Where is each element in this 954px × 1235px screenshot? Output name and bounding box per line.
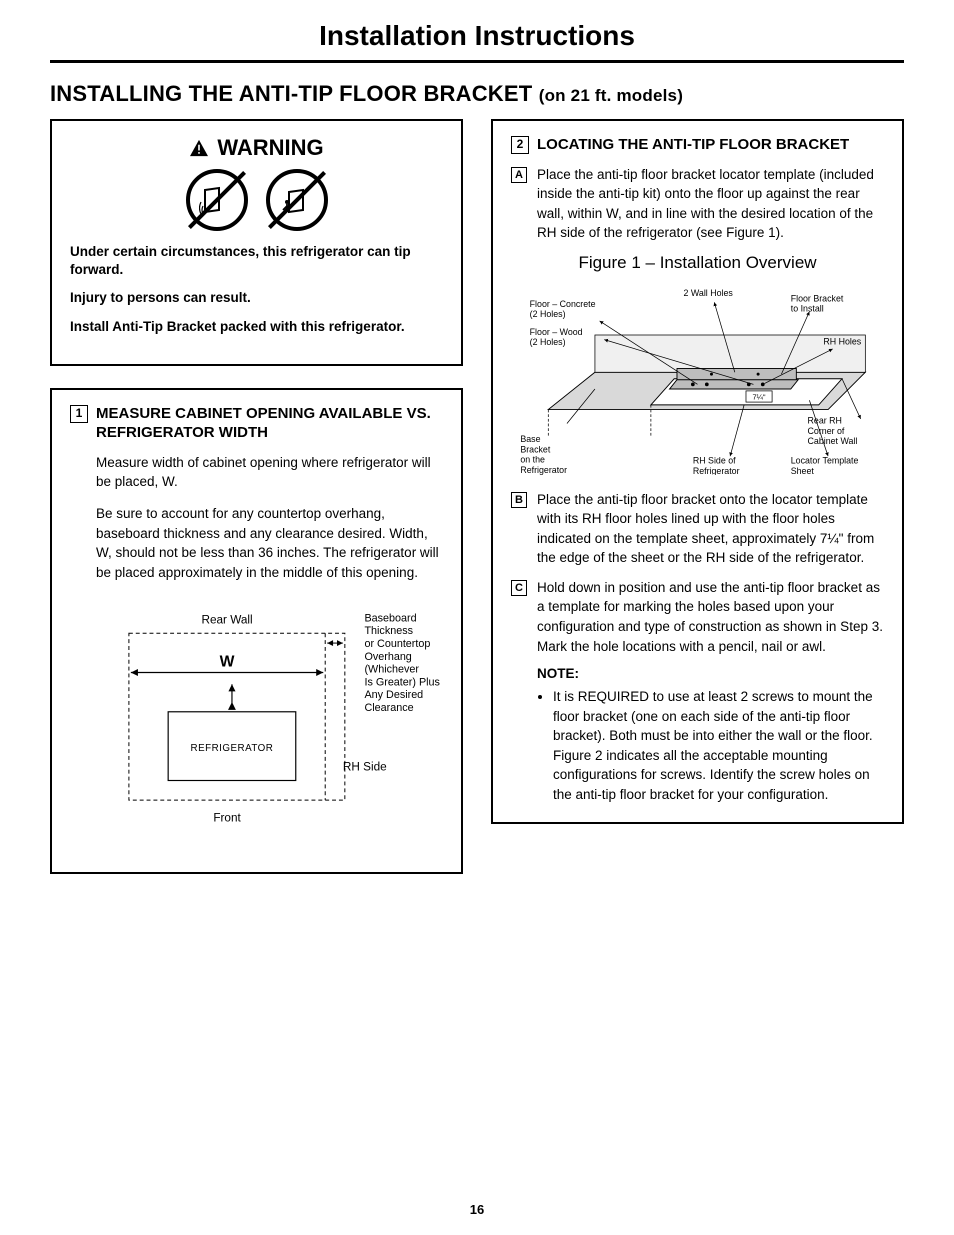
warning-label: WARNING — [217, 135, 323, 161]
section-heading: INSTALLING THE ANTI-TIP FLOOR BRACKET (o… — [50, 81, 904, 107]
baseboard-label: Baseboard Thickness or Countertop Overha… — [364, 613, 443, 714]
warning-line-2: Injury to persons can result. — [70, 289, 443, 307]
letter-a: A — [511, 167, 527, 183]
left-column: WARNING Under certain circumstances, thi… — [50, 119, 463, 896]
no-tip-icon-2 — [266, 169, 328, 231]
page-number: 16 — [0, 1202, 954, 1217]
warning-icons-row — [70, 169, 443, 231]
step-2-title: LOCATING THE ANTI-TIP FLOOR BRACKET — [537, 135, 849, 155]
floor-concrete-label: Floor – Concrete(2 Holes) — [530, 299, 596, 319]
step-2-a-text: Place the anti-tip floor bracket locator… — [537, 165, 884, 243]
dim-label: 7¼" — [753, 392, 766, 401]
cabinet-width-diagram: W REFRIGERATOR Rear Wall RH Side Front B… — [70, 594, 443, 849]
step-1-title: MEASURE CABINET OPENING AVAILABLE VS. RE… — [96, 404, 443, 443]
step-2-item-a: A Place the anti-tip floor bracket locat… — [511, 165, 884, 243]
floor-wood-label: Floor – Wood(2 Holes) — [530, 327, 583, 347]
warning-box: WARNING Under certain circumstances, thi… — [50, 119, 463, 366]
locator-label: Locator TemplateSheet — [791, 455, 859, 474]
step-1-para-2: Be sure to account for any countertop ov… — [96, 504, 443, 582]
figure-1-title: Figure 1 – Installation Overview — [511, 253, 884, 273]
section-heading-main: INSTALLING THE ANTI-TIP FLOOR BRACKET — [50, 81, 532, 106]
step-2-item-c: C Hold down in position and use the anti… — [511, 578, 884, 656]
note-list: It is REQUIRED to use at least 2 screws … — [553, 687, 884, 804]
step-1-para-1: Measure width of cabinet opening where r… — [96, 453, 443, 492]
wall-holes-label: 2 Wall Holes — [684, 288, 734, 298]
step-2-box: 2 LOCATING THE ANTI-TIP FLOOR BRACKET A … — [491, 119, 904, 824]
letter-b: B — [511, 492, 527, 508]
w-label: W — [220, 654, 235, 671]
base-bracket-label: BaseBracketon theRefrigerator — [520, 434, 567, 475]
right-column: 2 LOCATING THE ANTI-TIP FLOOR BRACKET A … — [491, 119, 904, 896]
step-2-item-b: B Place the anti-tip floor bracket onto … — [511, 490, 884, 568]
floor-bracket-label: Floor Bracketto Install — [791, 293, 844, 313]
front-label: Front — [213, 812, 241, 825]
two-column-layout: WARNING Under certain circumstances, thi… — [50, 119, 904, 896]
rh-side-ref-label: RH Side ofRefrigerator — [693, 455, 740, 474]
step-2-b-text: Place the anti-tip floor bracket onto th… — [537, 490, 884, 568]
refrigerator-label: REFRIGERATOR — [191, 743, 274, 754]
warning-line-1: Under certain circumstances, this refrig… — [70, 243, 443, 279]
note-label: NOTE: — [537, 666, 884, 681]
letter-c: C — [511, 580, 527, 596]
step-1-header: 1 MEASURE CABINET OPENING AVAILABLE VS. … — [70, 404, 443, 443]
warning-triangle-icon — [189, 139, 209, 157]
figure-1-diagram: 7¼" Floor – Concrete(2 Holes) Floor – Wo… — [511, 279, 884, 475]
rh-holes-label: RH Holes — [823, 336, 861, 346]
rear-rh-label: Rear RHCorner ofCabinet Wall — [808, 415, 858, 446]
step-2-number: 2 — [511, 136, 529, 154]
step-2-c-text: Hold down in position and use the anti-t… — [537, 578, 884, 656]
warning-text: Under certain circumstances, this refrig… — [70, 243, 443, 336]
step-1-number: 1 — [70, 405, 88, 423]
step-1-box: 1 MEASURE CABINET OPENING AVAILABLE VS. … — [50, 388, 463, 875]
warning-line-3: Install Anti-Tip Bracket packed with thi… — [70, 318, 443, 336]
section-heading-sub: (on 21 ft. models) — [539, 86, 683, 105]
title-rule — [50, 60, 904, 63]
no-tip-icon-1 — [186, 169, 248, 231]
rh-side-label: RH Side — [343, 761, 387, 774]
step-2-header: 2 LOCATING THE ANTI-TIP FLOOR BRACKET — [511, 135, 884, 155]
warning-header: WARNING — [70, 135, 443, 161]
note-bullet: It is REQUIRED to use at least 2 screws … — [553, 687, 884, 804]
page-title: Installation Instructions — [50, 20, 904, 60]
rear-wall-label: Rear Wall — [201, 614, 252, 627]
